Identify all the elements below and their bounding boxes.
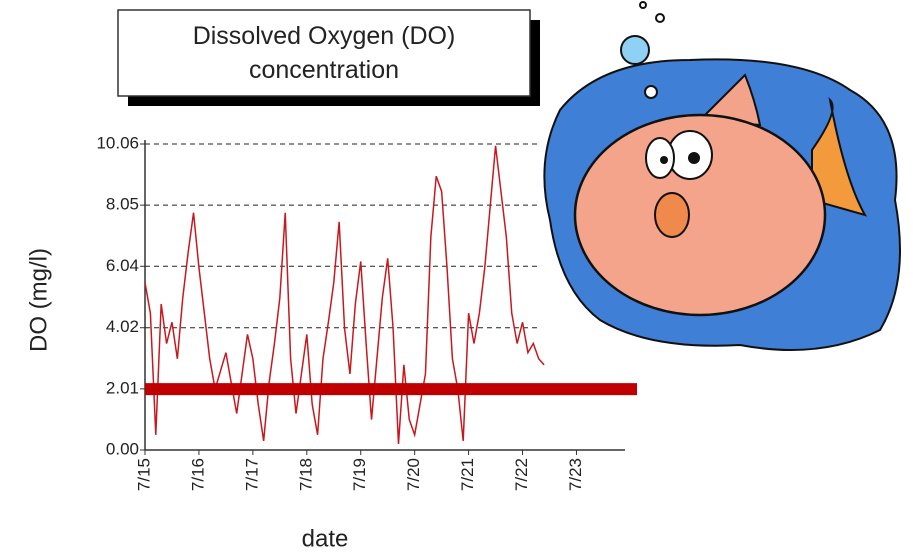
title-box xyxy=(117,9,531,97)
fish-mouth xyxy=(654,192,690,238)
x-tick-label: 7/15 xyxy=(134,458,153,491)
x-tick-label: 7/18 xyxy=(296,458,315,491)
y-tick-label: 4.02 xyxy=(106,317,139,336)
x-tick-label: 7/23 xyxy=(566,458,585,491)
x-tick-label: 7/21 xyxy=(458,458,477,491)
x-tick-label: 7/17 xyxy=(242,458,261,491)
y-tick-label: 6.04 xyxy=(106,256,139,275)
x-tick-label: 7/22 xyxy=(512,458,531,491)
y-tick-label: 8.05 xyxy=(106,195,139,214)
x-tick-label: 7/16 xyxy=(188,458,207,491)
y-tick-label: 10.06 xyxy=(96,133,139,152)
x-axis-label: date xyxy=(302,525,349,552)
bubble xyxy=(644,85,658,99)
data-line xyxy=(144,145,545,444)
fish-tail xyxy=(811,96,868,217)
fish-pupil xyxy=(688,152,700,164)
y-axis-label: DO (mg/l) xyxy=(25,248,52,352)
fish-illustration xyxy=(543,1,901,351)
fish-fin xyxy=(697,73,762,127)
bubble xyxy=(620,35,650,65)
y-tick-label: 0.00 xyxy=(106,439,139,458)
fish-body xyxy=(573,113,827,317)
x-tick-label: 7/19 xyxy=(350,458,369,491)
plot-area: 0.00 2.01 4.02 6.04 8.05 10.06 7/15 7/16 7/17 7/1… xyxy=(96,133,637,491)
bubble xyxy=(639,1,647,9)
fish-eye xyxy=(645,137,675,179)
y-tick-label: 2.01 xyxy=(106,378,139,397)
x-tick-label: 7/20 xyxy=(404,458,423,491)
bubble xyxy=(655,13,665,23)
chart-title: Dissolved Oxygen (DO) concentration xyxy=(193,22,456,84)
fish-pupil xyxy=(660,156,668,164)
